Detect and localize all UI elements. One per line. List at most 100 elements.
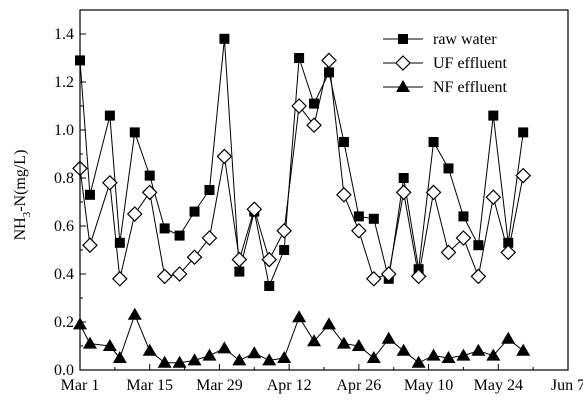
data-point [234, 266, 245, 277]
data-point [485, 189, 502, 206]
data-point [515, 167, 532, 184]
x-tick-label: Jun 7 [551, 377, 583, 394]
data-point [126, 206, 143, 222]
x-tick-label: Apr 12 [267, 377, 312, 394]
data-point [518, 127, 529, 138]
y-tick-label: 0.0 [54, 362, 74, 379]
data-point [219, 33, 230, 44]
x-tick-label: Mar 29 [196, 377, 243, 394]
data-point [231, 251, 248, 268]
series-raw-water [75, 33, 529, 291]
data-point [127, 307, 142, 320]
data-point [246, 201, 263, 218]
y-tick-label: 0.4 [54, 266, 74, 283]
data-point [503, 237, 514, 248]
legend-item: UF effluent [383, 55, 507, 72]
data-point [486, 348, 501, 361]
axes-layer: 0.0 0.2 0.4 0.6 0.8 1.0 1.2 1.4 Mar 1 Mar 15 Mar 2… [54, 9, 583, 394]
data-point [277, 351, 292, 363]
legend-label: UF effluent [433, 55, 507, 72]
data-point [204, 185, 215, 195]
legend-marker [395, 55, 411, 71]
data-point [157, 355, 172, 368]
data-point [189, 206, 200, 217]
data-point [353, 211, 364, 222]
data-point [262, 353, 277, 366]
x-tick-label: May 10 [404, 377, 453, 394]
data-point [381, 331, 396, 344]
y-tick-label: 1.0 [54, 122, 74, 139]
data-point [174, 230, 185, 241]
data-point [395, 184, 412, 201]
data-point [114, 237, 125, 248]
data-point [321, 52, 337, 69]
data-point [470, 268, 487, 285]
data-point [82, 237, 98, 254]
data-point [112, 351, 127, 363]
data-point [144, 170, 155, 181]
data-point [294, 53, 305, 63]
data-point [471, 343, 486, 356]
data-point [247, 346, 262, 359]
y-tick-label: 1.4 [54, 26, 74, 43]
data-point [82, 336, 97, 349]
data-point [443, 163, 454, 174]
data-point [336, 336, 351, 349]
data-point [456, 348, 471, 361]
data-point [309, 98, 320, 109]
y-tick-label: 1.2 [54, 74, 74, 91]
data-point [186, 249, 203, 266]
data-point [171, 266, 188, 282]
data-point [351, 222, 367, 239]
legend: raw water UF effluent NF effluent [383, 31, 507, 96]
data-point [292, 310, 307, 323]
x-tick-label: Mar 15 [126, 377, 173, 394]
data-point [396, 343, 411, 356]
data-point [307, 334, 322, 347]
data-point [516, 343, 531, 356]
data-point [111, 270, 128, 287]
data-point [411, 355, 426, 368]
data-point [368, 213, 379, 224]
data-point [217, 341, 232, 354]
data-point [455, 230, 472, 246]
legend-item: NF effluent [383, 79, 507, 96]
y-tick-label: 0.8 [54, 170, 74, 187]
data-point [102, 174, 118, 191]
legend-marker [398, 34, 408, 44]
data-point [261, 251, 278, 268]
data-point [232, 353, 247, 366]
data-point [351, 339, 366, 351]
legend-label: raw water [433, 31, 497, 48]
series-line [79, 38, 524, 288]
x-tick-label: Mar 1 [61, 377, 100, 394]
data-point [365, 270, 382, 287]
data-point [398, 173, 409, 183]
y-axis-title-main: NH [12, 217, 29, 241]
data-point [410, 268, 427, 285]
legend-label: NF effluent [433, 79, 507, 96]
data-point [159, 223, 170, 234]
data-point [306, 117, 322, 134]
data-point [201, 230, 218, 246]
data-point [426, 348, 441, 361]
data-point [264, 281, 275, 291]
data-point [440, 244, 457, 261]
data-point [336, 186, 352, 203]
legend-marker [396, 80, 410, 92]
data-point [428, 137, 439, 147]
data-point [458, 211, 469, 222]
data-point [276, 222, 293, 239]
data-point [366, 351, 381, 363]
data-point [321, 317, 336, 330]
y-tick-label: 0.6 [54, 218, 74, 235]
data-point [380, 266, 397, 282]
data-point [488, 110, 499, 121]
x-tick-label: May 24 [474, 377, 523, 394]
legend-item: raw water [383, 31, 497, 48]
data-point [473, 240, 484, 251]
data-point [102, 339, 117, 351]
data-point [84, 189, 95, 200]
data-point [104, 110, 115, 121]
